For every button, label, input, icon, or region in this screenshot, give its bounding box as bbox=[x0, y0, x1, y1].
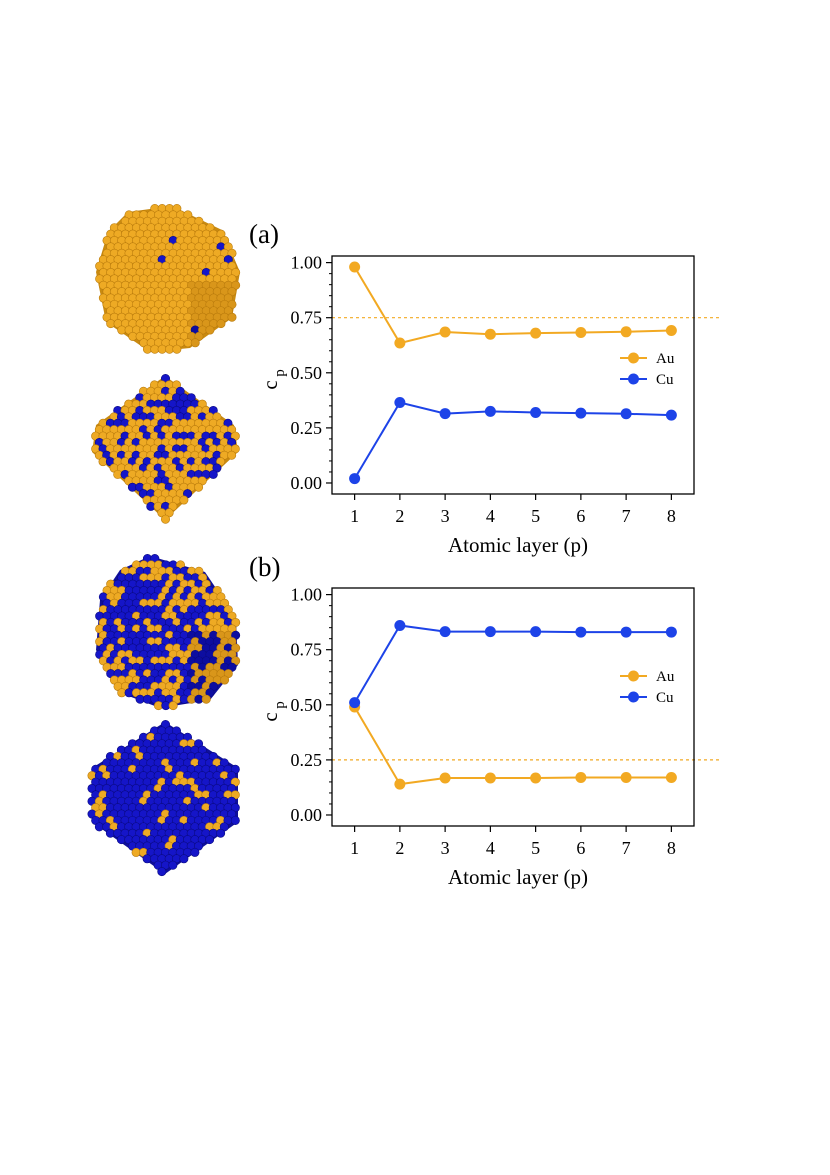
cu-rich-particle-slice-icon bbox=[87, 720, 240, 877]
data-point-cu bbox=[439, 626, 451, 638]
y-tick-label: 1.00 bbox=[291, 585, 323, 605]
legend-label: Cu bbox=[656, 690, 674, 706]
x-tick-label: 7 bbox=[622, 838, 631, 858]
series-line-cu bbox=[353, 624, 672, 704]
x-tick-label: 2 bbox=[395, 506, 404, 526]
au-rich-particle-slice-icon bbox=[91, 374, 240, 524]
y-axis-label: cp bbox=[258, 701, 288, 721]
data-point-cu bbox=[394, 619, 406, 631]
data-point-au bbox=[439, 772, 451, 784]
x-tick-label: 1 bbox=[350, 506, 359, 526]
y-axis-label-main: c bbox=[258, 380, 282, 389]
y-tick-label: 0.25 bbox=[291, 750, 323, 770]
data-point-cu bbox=[620, 408, 632, 420]
data-point-cu bbox=[665, 409, 677, 421]
chart-a: (a) 0.00 0.25 0.50 0.75 1.00 1 2 3 4 5 6 7 8 Atomic la… bbox=[249, 219, 722, 557]
data-point-cu bbox=[530, 406, 542, 418]
data-point-au bbox=[620, 326, 632, 338]
data-point-au bbox=[394, 337, 406, 349]
y-axis-label-sub: p bbox=[272, 701, 288, 709]
data-point-cu bbox=[439, 408, 451, 420]
x-axis-label: Atomic layer (p) bbox=[448, 533, 588, 557]
legend-label: Cu bbox=[656, 372, 674, 388]
x-tick-label: 7 bbox=[622, 506, 631, 526]
x-tick-label: 3 bbox=[441, 506, 450, 526]
au-rich-particle-3d-icon bbox=[95, 204, 241, 354]
data-point-cu bbox=[394, 397, 406, 409]
data-point-au bbox=[530, 772, 542, 784]
data-point-cu bbox=[665, 626, 677, 638]
y-axis-label-main: c bbox=[258, 712, 282, 721]
panel-label: (b) bbox=[249, 552, 280, 582]
x-tick-label: 1 bbox=[350, 838, 359, 858]
data-point-au bbox=[665, 324, 677, 336]
data-point-cu bbox=[575, 407, 587, 419]
y-tick-label: 0.75 bbox=[291, 308, 323, 328]
data-point-au bbox=[484, 328, 496, 340]
data-point-cu bbox=[349, 697, 361, 709]
data-point-au bbox=[620, 772, 632, 784]
y-tick-label: 0.25 bbox=[291, 418, 323, 438]
particle-images bbox=[87, 204, 241, 877]
x-tick-label: 5 bbox=[531, 838, 540, 858]
y-tick-label: 0.75 bbox=[291, 640, 323, 660]
legend-label: Au bbox=[656, 351, 675, 367]
data-point-cu bbox=[484, 626, 496, 638]
data-point-au bbox=[575, 772, 587, 784]
y-axis-label-sub: p bbox=[272, 369, 288, 377]
legend-swatch-marker bbox=[628, 670, 639, 682]
cu-rich-particle-3d-icon bbox=[95, 554, 241, 711]
plot-frame bbox=[331, 255, 695, 495]
legend-swatch-marker bbox=[628, 373, 639, 385]
data-point-au bbox=[484, 772, 496, 784]
x-tick-label: 4 bbox=[486, 838, 495, 858]
y-tick-label: 0.50 bbox=[291, 363, 323, 383]
y-tick-label: 0.00 bbox=[291, 805, 323, 825]
x-tick-label: 6 bbox=[576, 838, 585, 858]
data-point-au bbox=[439, 326, 451, 338]
y-tick-label: 0.50 bbox=[291, 695, 323, 715]
data-point-au bbox=[575, 326, 587, 338]
series-line-cu bbox=[353, 401, 672, 480]
legend-swatch-marker bbox=[628, 691, 639, 703]
panel-label: (a) bbox=[249, 219, 279, 249]
x-tick-label: 6 bbox=[576, 506, 585, 526]
data-point-cu bbox=[530, 626, 542, 638]
data-point-au bbox=[530, 327, 542, 339]
x-tick-label: 8 bbox=[667, 506, 676, 526]
x-axis-label: Atomic layer (p) bbox=[448, 865, 588, 889]
x-tick-label: 3 bbox=[441, 838, 450, 858]
data-point-cu bbox=[349, 473, 361, 485]
y-tick-label: 0.00 bbox=[291, 473, 323, 493]
data-point-cu bbox=[575, 626, 587, 638]
x-tick-label: 8 bbox=[667, 838, 676, 858]
data-point-au bbox=[394, 778, 406, 790]
x-tick-label: 5 bbox=[531, 506, 540, 526]
y-tick-label: 1.00 bbox=[291, 253, 323, 273]
x-tick-label: 4 bbox=[486, 506, 495, 526]
plot-frame bbox=[331, 587, 695, 827]
series-line-au bbox=[353, 706, 672, 786]
data-point-cu bbox=[484, 405, 496, 417]
x-tick-label: 2 bbox=[395, 838, 404, 858]
y-axis-label: cp bbox=[258, 369, 288, 389]
data-point-cu bbox=[620, 626, 632, 638]
legend-label: Au bbox=[656, 669, 675, 685]
chart-b: (b) 0.00 0.25 0.50 0.75 1.00 1 2 3 4 5 6 7 8 Atomic la… bbox=[249, 552, 722, 889]
data-point-au bbox=[349, 261, 361, 273]
series-line-au bbox=[353, 266, 672, 345]
legend-swatch-marker bbox=[628, 352, 639, 364]
data-point-au bbox=[665, 772, 677, 784]
